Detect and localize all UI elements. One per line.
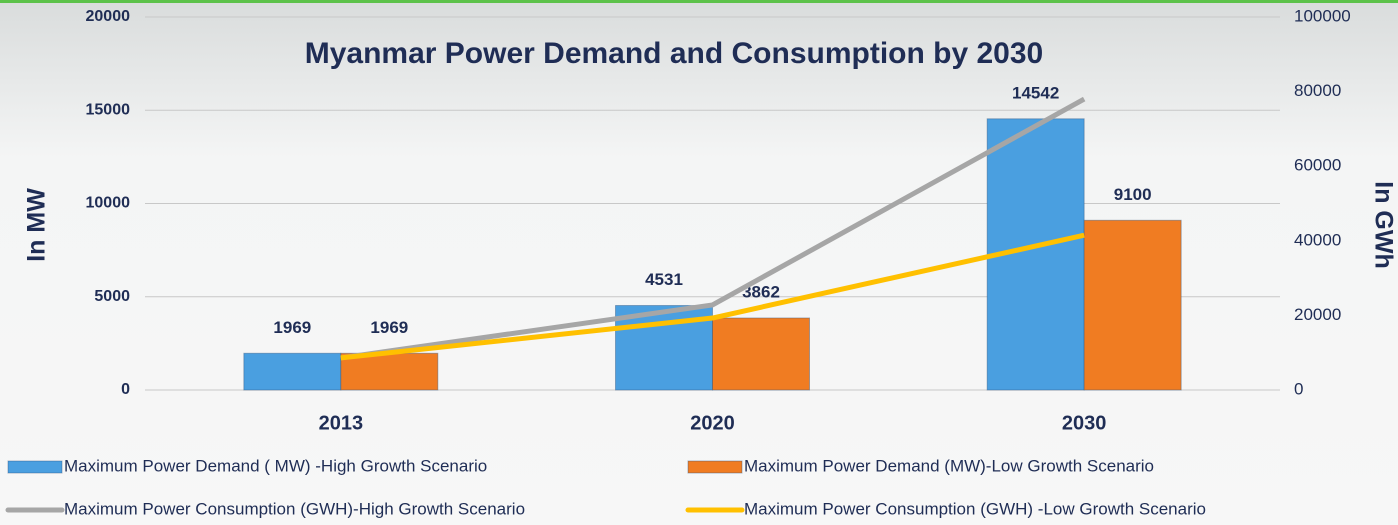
chart-title: Myanmar Power Demand and Consumption by … (305, 37, 1044, 70)
line (340, 96, 1086, 361)
y2-axis-label: In GWh (1369, 181, 1397, 268)
data-label: 9100 (1114, 185, 1152, 204)
y-tick-label: 15000 (86, 101, 131, 118)
data-label: 4531 (645, 270, 683, 289)
legend-label: Maximum Power Consumption (GWH)-High Gro… (64, 499, 525, 518)
data-label: 3862 (742, 282, 780, 301)
y2-tick-label: 40000 (1294, 230, 1341, 249)
x-tick-label: 2030 (1062, 412, 1107, 434)
y2-tick-label: 100000 (1294, 6, 1351, 25)
y-tick-label: 0 (121, 381, 130, 398)
data-label: 14542 (1012, 83, 1059, 102)
x-tick-label: 2013 (319, 412, 364, 434)
y2-tick-label: 80000 (1294, 81, 1341, 100)
legend-swatch (687, 460, 743, 474)
bar (712, 317, 810, 391)
y-tick-label: 20000 (86, 8, 131, 25)
y-tick-label: 10000 (86, 195, 131, 212)
legend-swatch (7, 460, 63, 474)
y-tick-label: 5000 (94, 288, 130, 305)
bar (1083, 219, 1182, 391)
legend-label: Maximum Power Consumption (GWH) -Low Gro… (744, 499, 1206, 518)
bar (243, 352, 342, 391)
legend-label: Maximum Power Demand ( MW) -High Growth … (64, 456, 487, 475)
data-label: 1969 (370, 318, 408, 337)
x-tick-label: 2020 (690, 412, 735, 434)
y2-tick-label: 0 (1294, 379, 1303, 398)
legend-label: Maximum Power Demand (MW)-Low Growth Sce… (744, 456, 1154, 475)
top-border (0, 0, 1398, 3)
data-label: 1969 (273, 318, 311, 337)
line (340, 232, 1085, 361)
y2-tick-label: 20000 (1294, 305, 1341, 324)
y2-tick-label: 60000 (1294, 156, 1341, 175)
y-axis-label: In MW (23, 188, 51, 262)
